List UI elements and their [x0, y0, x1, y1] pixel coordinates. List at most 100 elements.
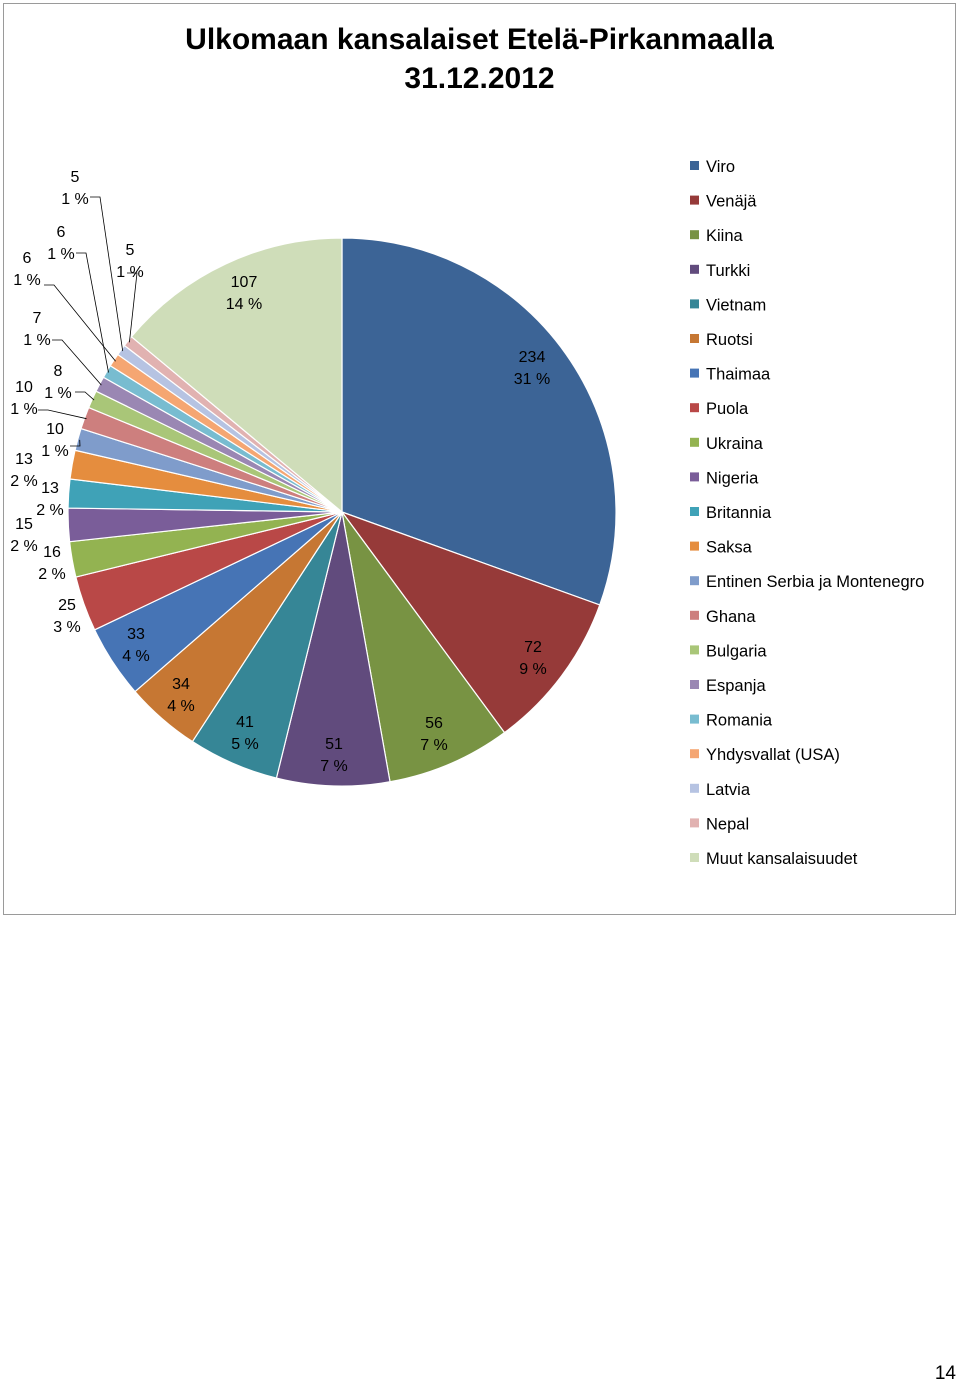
data-label-percent-viro: 31 %	[514, 371, 550, 388]
data-label-percent-ukraina: 2 %	[38, 566, 66, 583]
data-label-percent-kiina: 7 %	[420, 737, 448, 754]
legend-label-ruotsi: Ruotsi	[706, 331, 753, 349]
data-label-value-entinen-serbia-ja-montenegro: 10	[46, 421, 64, 438]
legend-label-saksa: Saksa	[706, 539, 753, 557]
leader-line-bulgaria	[75, 391, 95, 401]
data-label-percent-ghana: 1 %	[10, 401, 38, 418]
legend-label-turkki: Turkki	[706, 262, 750, 280]
pie-slice-ven-j	[340, 510, 601, 734]
data-label-percent-yhdysvallat-usa: 1 %	[13, 272, 41, 289]
data-label-value-nigeria: 15	[15, 516, 33, 533]
legend-swatch-espanja	[690, 680, 699, 689]
data-label-percent-nepal: 1 %	[116, 264, 144, 281]
legend-label-viro: Viro	[706, 158, 735, 176]
data-label-percent-thaimaa: 4 %	[122, 648, 150, 665]
legend-swatch-bulgaria	[690, 645, 699, 655]
legend-label-espanja: Espanja	[706, 677, 766, 695]
data-label-value-ruotsi: 34	[172, 676, 190, 693]
chart-title: Ulkomaan kansalaiset Etelä-Pirkanmaalla …	[3, 20, 956, 98]
data-label-percent-ven-j: 9 %	[519, 661, 547, 678]
data-label-percent-muut-kansalaisuudet: 14 %	[226, 296, 262, 313]
data-label-value-ukraina: 16	[43, 544, 61, 561]
data-label-percent-vietnam: 5 %	[231, 736, 259, 753]
legend-swatch-turkki	[690, 264, 699, 274]
leader-line-entinen-serbia-ja-montenegro	[70, 439, 81, 447]
data-label-value-romania: 6	[57, 224, 66, 241]
legend-swatch-latvia	[690, 783, 699, 793]
legend-swatch-romania	[690, 714, 699, 724]
legend-swatch-ven-j	[690, 195, 699, 205]
data-label-value-puola: 25	[58, 597, 76, 614]
legend-swatch-britannia	[690, 507, 699, 516]
data-label-value-yhdysvallat-usa: 6	[23, 250, 32, 267]
data-label-percent-turkki: 7 %	[320, 758, 348, 775]
legend-swatch-thaimaa	[690, 368, 699, 378]
data-label-value-viro: 234	[519, 349, 546, 366]
legend-swatch-nepal	[690, 818, 699, 828]
data-label-value-thaimaa: 33	[127, 626, 145, 643]
legend-label-entinen-serbia-ja-montenegro: Entinen Serbia ja Montenegro	[706, 573, 924, 591]
legend-swatch-vietnam	[690, 299, 699, 309]
data-label-value-latvia: 5	[71, 169, 80, 186]
leader-line-latvia	[90, 196, 124, 352]
leader-line-ghana	[38, 409, 87, 420]
data-label-percent-espanja: 1 %	[23, 332, 51, 349]
legend-swatch-nigeria	[690, 472, 699, 482]
legend-label-kiina: Kiina	[706, 227, 744, 245]
legend-swatch-viro	[690, 161, 699, 170]
leader-line-romania	[76, 252, 109, 373]
legend-label-yhdysvallat-usa: Yhdysvallat (USA)	[706, 746, 840, 764]
legend-label-bulgaria: Bulgaria	[706, 642, 767, 660]
legend-label-romania: Romania	[706, 712, 773, 730]
pie-slice-muut-kansalaisuudet	[130, 237, 343, 514]
data-label-percent-nigeria: 2 %	[10, 538, 38, 555]
pie-slice-viro	[341, 237, 617, 606]
legend: Viro Venäjä Kiina Turkki Vietnam Ruotsi Thaima…	[690, 158, 924, 868]
data-label-percent-puola: 3 %	[53, 619, 81, 636]
data-label-value-ghana: 10	[15, 379, 33, 396]
data-label-value-turkki: 51	[325, 736, 343, 753]
pie-slice-turkki	[275, 511, 391, 787]
data-label-value-vietnam: 41	[236, 714, 254, 731]
legend-label-thaimaa: Thaimaa	[706, 366, 771, 384]
data-label-value-britannia: 13	[41, 480, 59, 497]
data-label-percent-romania: 1 %	[47, 246, 75, 263]
data-label-value-ven-j: 72	[524, 639, 542, 656]
legend-label-ven-j: Venäjä	[706, 193, 757, 211]
data-label-percent-ruotsi: 4 %	[167, 698, 195, 715]
legend-label-nepal: Nepal	[706, 815, 749, 833]
legend-swatch-yhdysvallat-usa	[690, 749, 699, 759]
data-label-percent-saksa: 2 %	[10, 473, 38, 490]
data-label-value-bulgaria: 8	[54, 363, 63, 380]
legend-label-ghana: Ghana	[706, 608, 756, 626]
legend-label-ukraina: Ukraina	[706, 435, 764, 453]
legend-swatch-kiina	[690, 230, 699, 240]
data-label-percent-britannia: 2 %	[36, 502, 64, 519]
chart-subtitle: 31.12.2012	[404, 62, 555, 95]
data-label-value-muut-kansalaisuudet: 107	[231, 274, 258, 291]
legend-swatch-ruotsi	[690, 334, 699, 343]
legend-swatch-ukraina	[690, 437, 699, 447]
legend-swatch-entinen-serbia-ja-montenegro	[690, 576, 699, 586]
pie-slice-kiina	[341, 511, 506, 783]
legend-label-britannia: Britannia	[706, 504, 772, 522]
data-label-value-espanja: 7	[33, 310, 42, 327]
legend-swatch-ghana	[690, 610, 699, 620]
legend-swatch-puola	[690, 403, 699, 413]
legend-swatch-muut-kansalaisuudet	[690, 853, 699, 862]
page-number: 14	[934, 1363, 956, 1384]
leader-line-espanja	[52, 339, 102, 386]
legend-swatch-saksa	[690, 541, 699, 551]
leader-line-yhdysvallat-usa	[44, 284, 116, 362]
leader-line-nepal	[127, 272, 138, 343]
legend-label-latvia: Latvia	[706, 781, 751, 799]
legend-label-puola: Puola	[706, 400, 749, 418]
legend-label-muut-kansalaisuudet: Muut kansalaisuudet	[706, 850, 858, 868]
legend-label-vietnam: Vietnam	[706, 296, 766, 314]
leader-lines	[38, 196, 138, 447]
data-label-percent-entinen-serbia-ja-montenegro: 1 %	[41, 443, 69, 460]
data-label-value-kiina: 56	[425, 715, 443, 732]
legend-label-nigeria: Nigeria	[706, 469, 759, 487]
